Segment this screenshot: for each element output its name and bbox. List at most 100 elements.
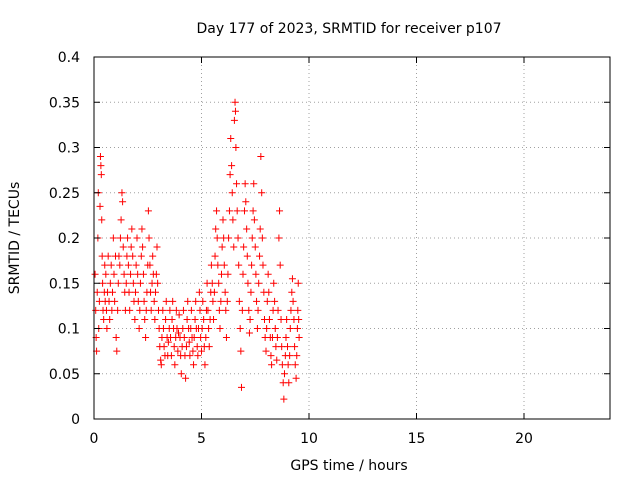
data-point xyxy=(139,243,147,251)
data-point xyxy=(189,347,197,355)
data-point xyxy=(205,343,213,351)
data-point xyxy=(237,347,245,355)
data-point xyxy=(287,306,295,314)
data-point xyxy=(217,297,225,305)
data-point xyxy=(198,347,205,355)
data-point xyxy=(268,361,276,369)
x-tick-label: 10 xyxy=(300,431,318,447)
data-point xyxy=(100,315,108,323)
data-point xyxy=(252,270,260,278)
data-point xyxy=(262,347,270,355)
data-point xyxy=(257,153,265,161)
x-tick-label: 5 xyxy=(197,431,206,447)
data-point xyxy=(132,261,140,269)
data-point xyxy=(215,279,223,287)
y-tick-label: 0.4 xyxy=(58,50,80,66)
data-point xyxy=(131,315,139,323)
data-point xyxy=(270,279,278,287)
data-point xyxy=(294,306,302,314)
data-point xyxy=(98,216,106,224)
data-point xyxy=(166,306,174,314)
data-point xyxy=(295,334,303,342)
x-axis-label: GPS time / hours xyxy=(290,458,407,474)
data-point xyxy=(204,306,212,314)
data-point xyxy=(284,343,291,351)
data-point xyxy=(118,189,126,197)
data-point xyxy=(111,297,119,305)
data-point xyxy=(136,279,144,287)
data-point xyxy=(131,288,139,296)
data-point xyxy=(217,270,225,278)
data-point xyxy=(171,361,179,369)
data-point xyxy=(154,279,162,287)
data-point xyxy=(101,261,109,269)
data-point xyxy=(93,288,101,296)
data-point xyxy=(237,383,245,391)
data-point xyxy=(273,334,281,342)
data-point xyxy=(291,343,299,351)
data-point xyxy=(208,279,216,287)
data-point xyxy=(231,98,239,106)
data-point xyxy=(294,279,302,287)
data-point xyxy=(230,116,238,124)
data-point xyxy=(147,306,155,314)
data-point xyxy=(144,207,152,215)
data-point xyxy=(224,270,232,278)
data-point xyxy=(295,315,303,323)
data-point xyxy=(215,306,223,314)
data-point xyxy=(267,352,275,360)
data-point xyxy=(240,243,248,251)
data-point xyxy=(182,374,190,382)
data-point xyxy=(96,153,104,161)
data-point xyxy=(247,288,255,296)
data-point xyxy=(245,329,253,337)
data-point xyxy=(251,243,259,251)
data-point xyxy=(282,334,290,342)
data-point xyxy=(253,325,261,332)
data-point xyxy=(239,270,247,278)
data-point xyxy=(98,252,106,260)
data-point xyxy=(214,261,222,269)
data-point xyxy=(201,361,209,369)
data-point xyxy=(243,252,251,260)
data-point xyxy=(116,261,124,269)
data-point xyxy=(293,352,301,360)
data-point xyxy=(113,347,121,355)
data-point xyxy=(91,270,99,278)
data-point xyxy=(104,252,112,260)
y-tick-label: 0.25 xyxy=(49,186,80,202)
data-point xyxy=(244,279,252,287)
chart-title: Day 177 of 2023, SRMTID for receiver p10… xyxy=(196,21,501,37)
data-point xyxy=(138,225,146,233)
data-point xyxy=(265,288,273,296)
data-point xyxy=(174,329,182,337)
data-point xyxy=(180,334,188,342)
data-point xyxy=(122,279,130,287)
data-point xyxy=(124,234,132,242)
data-point xyxy=(241,180,249,188)
data-point xyxy=(216,325,224,332)
data-point xyxy=(229,216,237,224)
data-point xyxy=(162,315,170,323)
data-point xyxy=(152,270,160,278)
data-point xyxy=(225,207,233,215)
data-point xyxy=(238,306,246,314)
data-point xyxy=(265,315,273,323)
data-point xyxy=(284,361,292,369)
tick-labels: 0 5 10 15 20 0 0.05 0.1 0.15 0.2 0.25 0.3 0.35 0.4 xyxy=(49,50,533,447)
data-point xyxy=(129,252,137,260)
data-point xyxy=(120,270,128,278)
data-point xyxy=(234,234,242,242)
data-point xyxy=(169,297,177,305)
data-point xyxy=(263,297,271,305)
data-point xyxy=(150,297,158,305)
data-point xyxy=(254,306,262,314)
data-point xyxy=(213,207,221,215)
data-point xyxy=(271,325,279,332)
data-point xyxy=(167,352,175,360)
data-point xyxy=(182,343,190,351)
data-point xyxy=(140,297,148,305)
data-point xyxy=(230,243,238,251)
data-point xyxy=(276,261,284,269)
